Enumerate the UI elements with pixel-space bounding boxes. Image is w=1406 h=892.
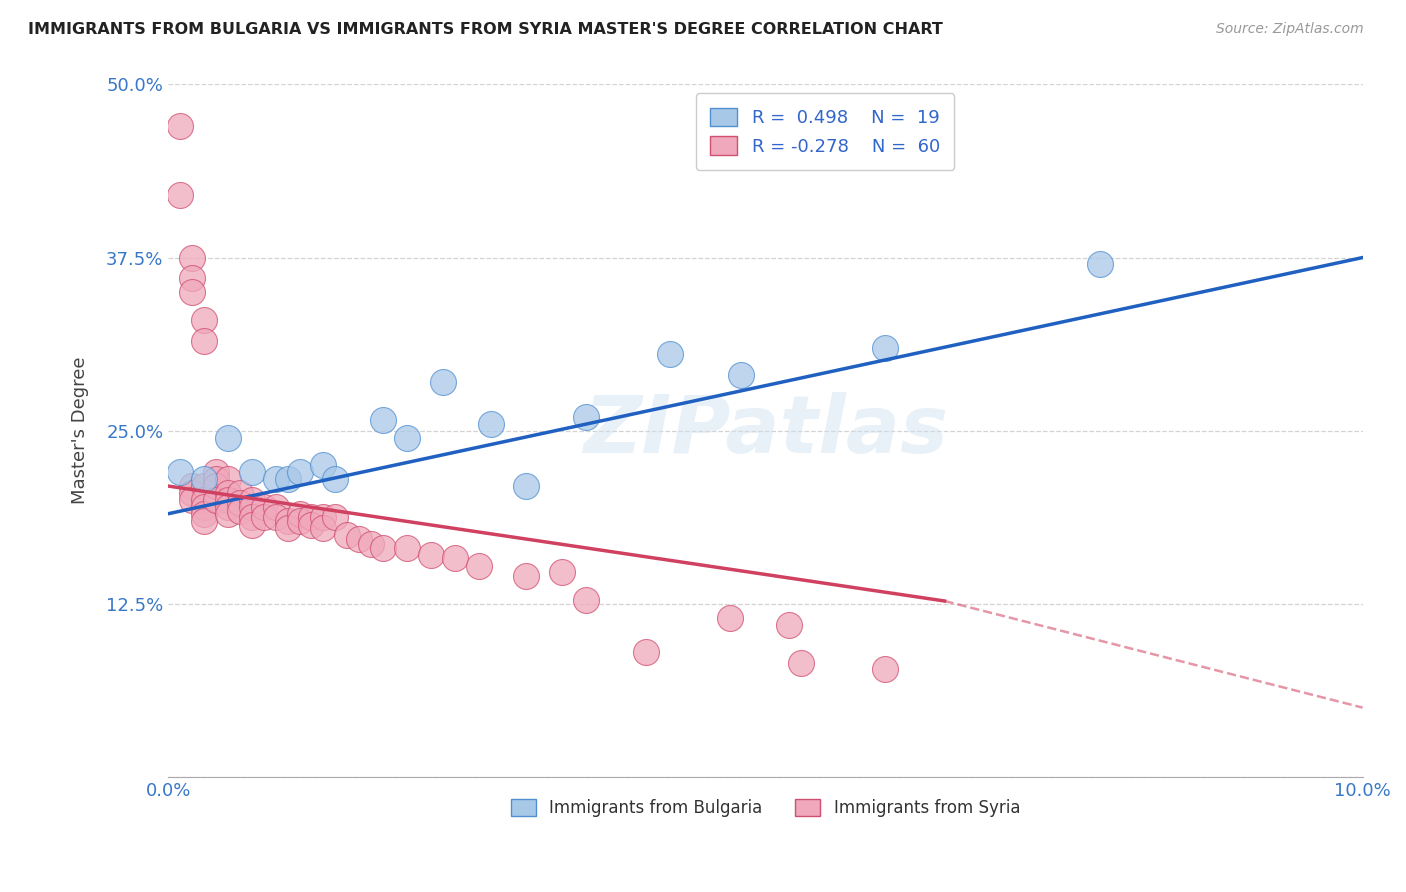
Point [217,472,239,486]
Point [349,532,371,546]
Point [205,472,228,486]
Point [432,375,454,389]
Point [264,509,287,524]
Point [301,509,323,524]
Point [778,617,800,632]
Point [373,412,395,426]
Point [193,500,215,514]
Point [277,514,299,528]
Point [240,517,263,532]
Point [169,188,191,202]
Point [193,472,215,486]
Point [396,431,419,445]
Point [373,541,395,556]
Point [515,569,537,583]
Point [193,313,215,327]
Point [253,509,276,524]
Point [634,645,657,659]
Point [240,492,263,507]
Point [181,251,204,265]
Point [325,472,347,486]
Point [873,662,896,676]
Text: IMMIGRANTS FROM BULGARIA VS IMMIGRANTS FROM SYRIA MASTER'S DEGREE CORRELATION CH: IMMIGRANTS FROM BULGARIA VS IMMIGRANTS F… [28,22,943,37]
Point [873,341,896,355]
Point [419,549,441,563]
Point [205,479,228,493]
Point [575,592,598,607]
Point [264,472,287,486]
Legend: Immigrants from Bulgaria, Immigrants from Syria: Immigrants from Bulgaria, Immigrants fro… [503,792,1026,824]
Point [217,431,239,445]
Point [360,537,382,551]
Point [312,458,335,473]
Point [658,347,681,361]
Point [277,520,299,534]
Point [181,486,204,500]
Point [217,507,239,521]
Point [217,500,239,514]
Text: ZIPatlas: ZIPatlas [583,392,948,470]
Point [181,492,204,507]
Point [193,507,215,521]
Point [193,479,215,493]
Point [193,492,215,507]
Point [169,119,191,133]
Point [288,507,311,521]
Point [240,465,263,479]
Point [181,479,204,493]
Point [312,520,335,534]
Point [301,517,323,532]
Point [730,368,752,383]
Point [479,417,502,431]
Point [240,509,263,524]
Point [1088,257,1111,271]
Point [277,472,299,486]
Point [336,527,359,541]
Point [443,551,465,566]
Point [467,559,489,574]
Point [217,486,239,500]
Point [229,504,252,518]
Point [325,509,347,524]
Point [229,486,252,500]
Point [396,541,419,556]
Point [515,479,537,493]
Point [264,500,287,514]
Point [253,500,276,514]
Point [169,465,191,479]
Point [205,492,228,507]
Text: Source: ZipAtlas.com: Source: ZipAtlas.com [1216,22,1364,37]
Point [181,271,204,285]
Point [288,514,311,528]
Point [229,496,252,510]
Point [193,334,215,348]
Point [240,500,263,514]
Point [217,492,239,507]
Point [312,509,335,524]
Point [181,285,204,300]
Point [575,409,598,424]
Point [718,610,741,624]
Point [193,514,215,528]
Point [551,565,574,579]
Y-axis label: Master's Degree: Master's Degree [72,357,89,504]
Point [790,657,813,671]
Point [288,465,311,479]
Point [205,465,228,479]
